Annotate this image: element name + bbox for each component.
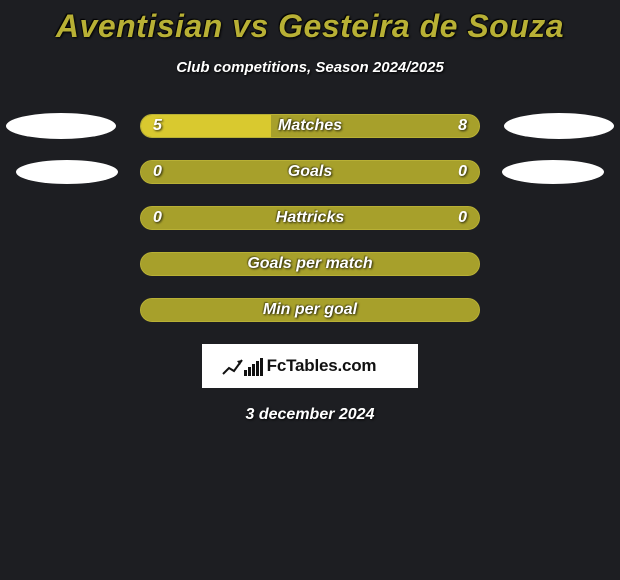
page-title: Aventisian vs Gesteira de Souza xyxy=(56,8,564,45)
vs-separator: vs xyxy=(232,8,269,44)
logo-text: FcTables.com xyxy=(267,356,377,376)
stat-value-right: 0 xyxy=(458,163,467,181)
bar-chart-icon xyxy=(244,356,263,376)
trend-arrow-icon xyxy=(222,356,244,376)
stat-bar: Hattricks 0 0 xyxy=(140,206,480,230)
stat-value-right: 8 xyxy=(458,117,467,135)
player1-avatar-placeholder xyxy=(6,113,116,139)
stat-row: Hattricks 0 0 xyxy=(0,206,620,230)
stat-row: Goals per match xyxy=(0,252,620,276)
date-label: 3 december 2024 xyxy=(246,406,375,424)
subtitle: Club competitions, Season 2024/2025 xyxy=(176,59,444,76)
stat-label: Matches xyxy=(278,117,342,135)
player2-avatar-placeholder xyxy=(502,160,604,184)
stat-bar: Goals per match xyxy=(140,252,480,276)
stat-bar: Goals 0 0 xyxy=(140,160,480,184)
stat-bar: Min per goal xyxy=(140,298,480,322)
stat-label: Min per goal xyxy=(263,301,357,319)
comparison-card: Aventisian vs Gesteira de Souza Club com… xyxy=(0,0,620,424)
stat-value-left: 5 xyxy=(153,117,162,135)
stat-value-left: 0 xyxy=(153,163,162,181)
stat-bar: Matches 5 8 xyxy=(140,114,480,138)
stat-row: Matches 5 8 xyxy=(0,114,620,138)
player1-avatar-placeholder xyxy=(16,160,118,184)
player2-name: Gesteira de Souza xyxy=(278,8,564,44)
fctables-logo: FcTables.com xyxy=(202,344,418,388)
player2-avatar-placeholder xyxy=(504,113,614,139)
stat-row: Goals 0 0 xyxy=(0,160,620,184)
stat-value-right: 0 xyxy=(458,209,467,227)
stat-value-left: 0 xyxy=(153,209,162,227)
stat-label: Goals per match xyxy=(247,255,372,273)
stats-rows: Matches 5 8 Goals 0 0 Hattricks 0 0 Goals per mat… xyxy=(0,114,620,322)
stat-label: Goals xyxy=(288,163,332,181)
stat-row: Min per goal xyxy=(0,298,620,322)
stat-label: Hattricks xyxy=(276,209,344,227)
player1-name: Aventisian xyxy=(56,8,223,44)
